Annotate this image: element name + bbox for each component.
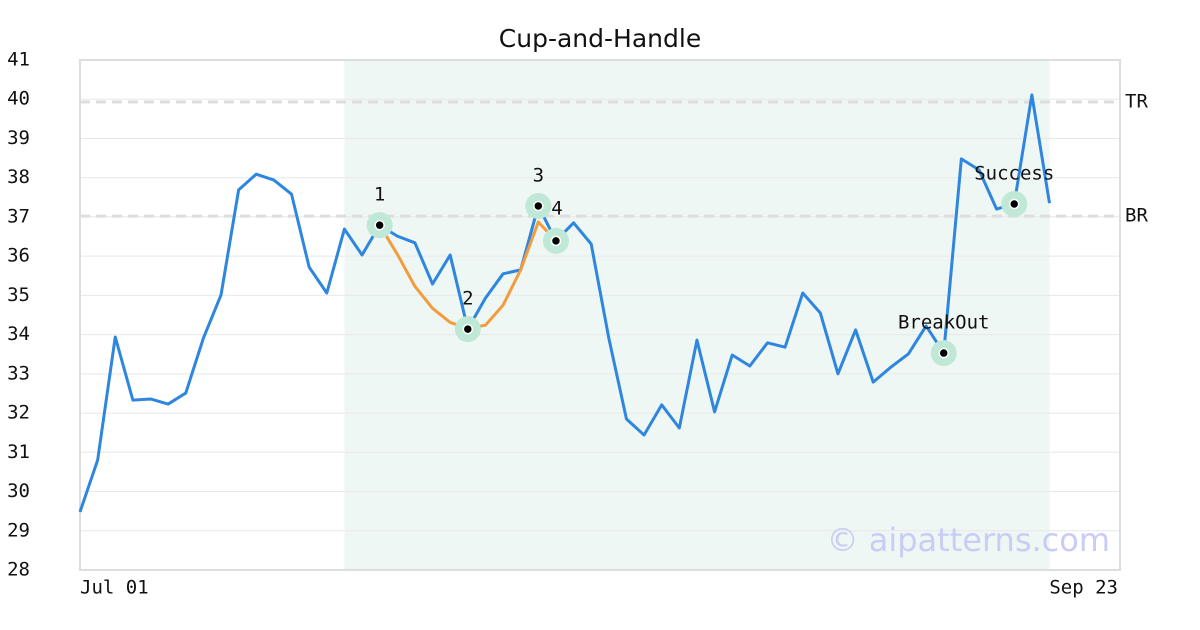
- y-tick-label: 36: [7, 245, 30, 267]
- y-tick-label: 33: [7, 362, 30, 384]
- highlight-region: [344, 60, 1050, 570]
- chart-title: Cup-and-Handle: [499, 24, 701, 53]
- pattern-label: 2: [462, 288, 473, 310]
- x-tick-label: Jul 01: [80, 577, 149, 599]
- y-tick-label: 35: [7, 284, 30, 306]
- y-tick-label: 30: [7, 480, 30, 502]
- pattern-label: 4: [551, 197, 562, 219]
- watermark: © aipatterns.com: [827, 521, 1110, 559]
- pattern-point: [374, 219, 385, 231]
- y-tick-label: 39: [7, 127, 30, 149]
- pattern-label: 1: [374, 184, 385, 206]
- pattern-point: [938, 347, 949, 359]
- pattern-point: [462, 323, 474, 335]
- y-tick-label: 32: [7, 402, 30, 424]
- level-label: BR: [1125, 205, 1148, 227]
- y-tick-label: 37: [7, 205, 30, 227]
- x-tick-label: Sep 23: [1049, 577, 1118, 599]
- pattern-label: 3: [533, 164, 544, 186]
- level-label: TR: [1125, 90, 1148, 112]
- pattern-label: Success: [974, 162, 1054, 184]
- plot-frame: [79, 59, 1121, 571]
- y-tick-label: 31: [7, 441, 30, 463]
- y-tick-label: 41: [7, 49, 30, 71]
- y-tick-label: 29: [7, 519, 30, 541]
- pattern-point: [533, 200, 544, 212]
- y-tick-label: 40: [7, 88, 30, 110]
- pattern-point: [550, 235, 562, 247]
- pattern-point: [1008, 198, 1020, 210]
- y-tick-label: 38: [7, 166, 30, 188]
- y-tick-label: 34: [7, 323, 30, 345]
- pattern-label: BreakOut: [898, 312, 990, 334]
- y-tick-label: 28: [7, 559, 30, 581]
